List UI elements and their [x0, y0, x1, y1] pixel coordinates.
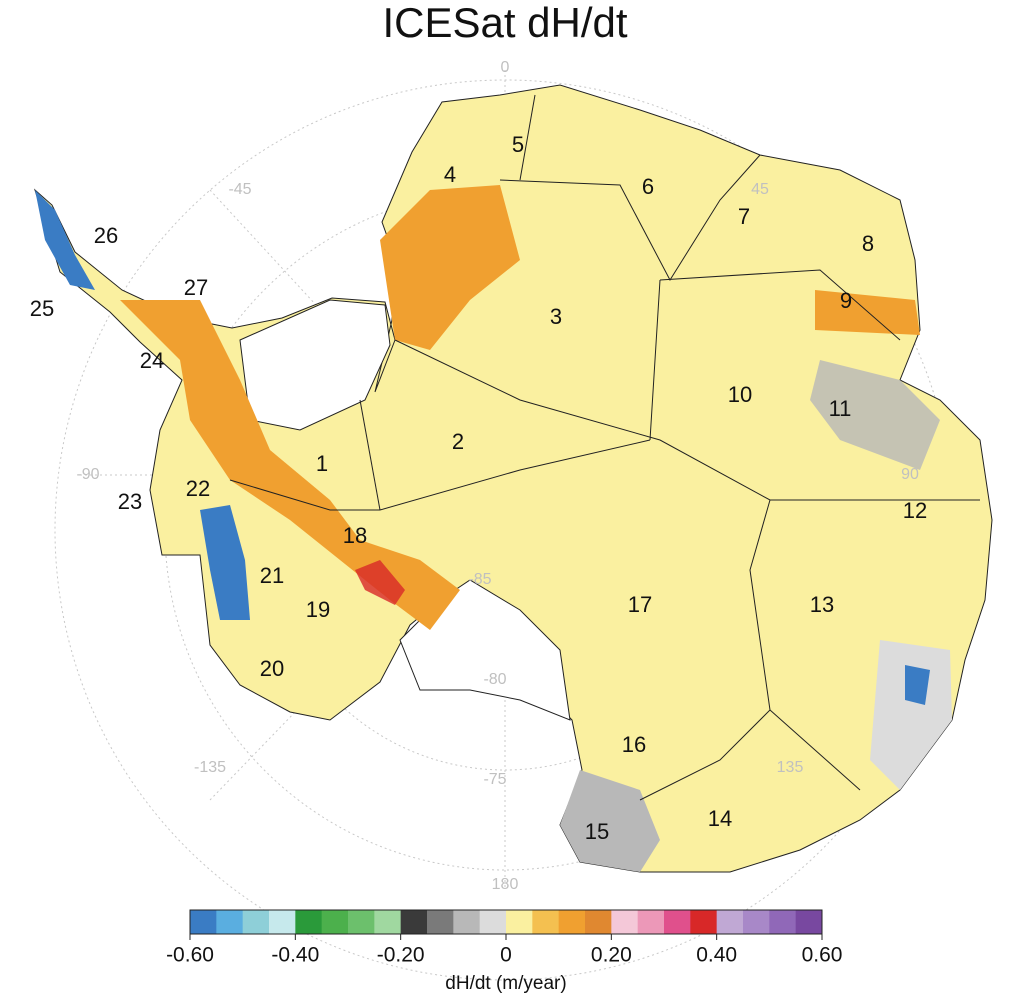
colorbar-cell — [664, 910, 691, 934]
title: ICESat dH/dt — [382, 0, 627, 46]
colorbar-cell — [374, 910, 402, 934]
colorbar-cell — [295, 910, 323, 934]
region — [380, 185, 520, 350]
colorbar-cell — [348, 910, 375, 934]
basin-label: 6 — [642, 174, 654, 199]
colorbar-cell — [795, 910, 823, 934]
basin-label: 8 — [862, 231, 874, 256]
colorbar-cell — [585, 910, 612, 934]
colorbar-cell — [637, 910, 665, 934]
colorbar-tick-label: 0.20 — [591, 944, 632, 967]
region — [815, 290, 920, 335]
colorbar-cell — [242, 910, 270, 934]
basin-label: 19 — [306, 597, 330, 622]
basin-boundaries — [229, 94, 980, 801]
region — [35, 190, 95, 290]
colorbar: -0.60 -0.40 -0.20 0 0.20 0.40 0.60 dH/dt (m/yea… — [166, 909, 843, 994]
colorbar-cell — [558, 910, 586, 934]
colorbar-tick-label: -0.60 — [166, 944, 214, 967]
colorbar-cell — [427, 910, 454, 934]
basin-label: 15 — [585, 819, 609, 844]
colorbar-cell — [400, 910, 428, 934]
region — [120, 300, 460, 630]
basin-label: 20 — [260, 656, 284, 681]
colorbar-cell — [216, 910, 244, 934]
basin-label: 23 — [118, 489, 142, 514]
latitude-label: -80 — [483, 671, 506, 688]
colorbar-cell — [716, 910, 744, 934]
longitude-label: 0 — [501, 59, 510, 76]
region — [810, 360, 940, 470]
colorbar-cell — [611, 910, 639, 934]
longitude-label: -45 — [228, 181, 251, 198]
basin-label: 5 — [512, 132, 524, 157]
colorbar-cell — [269, 910, 296, 934]
colorbar-cell — [453, 910, 481, 934]
basin-label: 14 — [708, 806, 732, 831]
region — [905, 665, 930, 705]
colorbar-cell — [690, 910, 718, 934]
colorbar-tick-label: 0.40 — [696, 944, 737, 967]
ice-shelf — [239, 299, 391, 431]
colorbar-cell — [743, 910, 770, 934]
basin-label: 12 — [903, 498, 927, 523]
basin-label: 9 — [840, 288, 852, 313]
basin-label: 24 — [140, 348, 164, 373]
basin-label: 11 — [829, 396, 852, 421]
basin-label: 16 — [622, 732, 646, 757]
basin-label: 17 — [628, 592, 652, 617]
longitude-label: 45 — [751, 181, 769, 198]
colorbar-cell — [479, 910, 507, 934]
region — [560, 770, 660, 872]
latitude-label: -75 — [483, 771, 506, 788]
basin-label: 7 — [738, 204, 750, 229]
longitude-label: 180 — [492, 876, 519, 893]
basin-label: 4 — [444, 162, 456, 187]
basin-label: 3 — [550, 304, 562, 329]
basin-label: 10 — [728, 382, 752, 407]
colorbar-tick-label: 0.60 — [802, 944, 843, 967]
colorbar-cell — [769, 910, 797, 934]
longitude-label: 90 — [901, 466, 919, 483]
basin-label: 2 — [452, 429, 464, 454]
colorbar-cell — [190, 910, 217, 934]
basin-label: 26 — [94, 223, 118, 248]
longitude-label: -90 — [76, 466, 99, 483]
colorbar-tick-label: -0.20 — [377, 944, 425, 967]
colorbar-tick-label: -0.40 — [271, 944, 319, 967]
colorbar-cell — [532, 910, 560, 934]
continent — [34, 84, 993, 873]
colorbar-label: dH/dt (m/year) — [445, 973, 566, 994]
longitude-label: 135 — [777, 759, 804, 776]
region — [355, 560, 405, 605]
basin-label: 21 — [260, 563, 284, 588]
basin-label: 22 — [186, 476, 210, 501]
basin-label: 13 — [810, 592, 834, 617]
basin-label: 1 — [316, 451, 328, 476]
basin-label: 25 — [30, 296, 54, 321]
basin-label: 27 — [184, 275, 208, 300]
ice-shelf — [399, 579, 571, 721]
colorbar-tick-label: 0 — [500, 944, 512, 967]
longitude-label: -135 — [194, 759, 226, 776]
region — [870, 640, 952, 790]
latitude-label: -85 — [468, 571, 491, 588]
basin-label: 18 — [343, 523, 367, 548]
region — [200, 505, 250, 620]
colorbar-cell — [506, 910, 533, 934]
colorbar-cell — [321, 910, 349, 934]
